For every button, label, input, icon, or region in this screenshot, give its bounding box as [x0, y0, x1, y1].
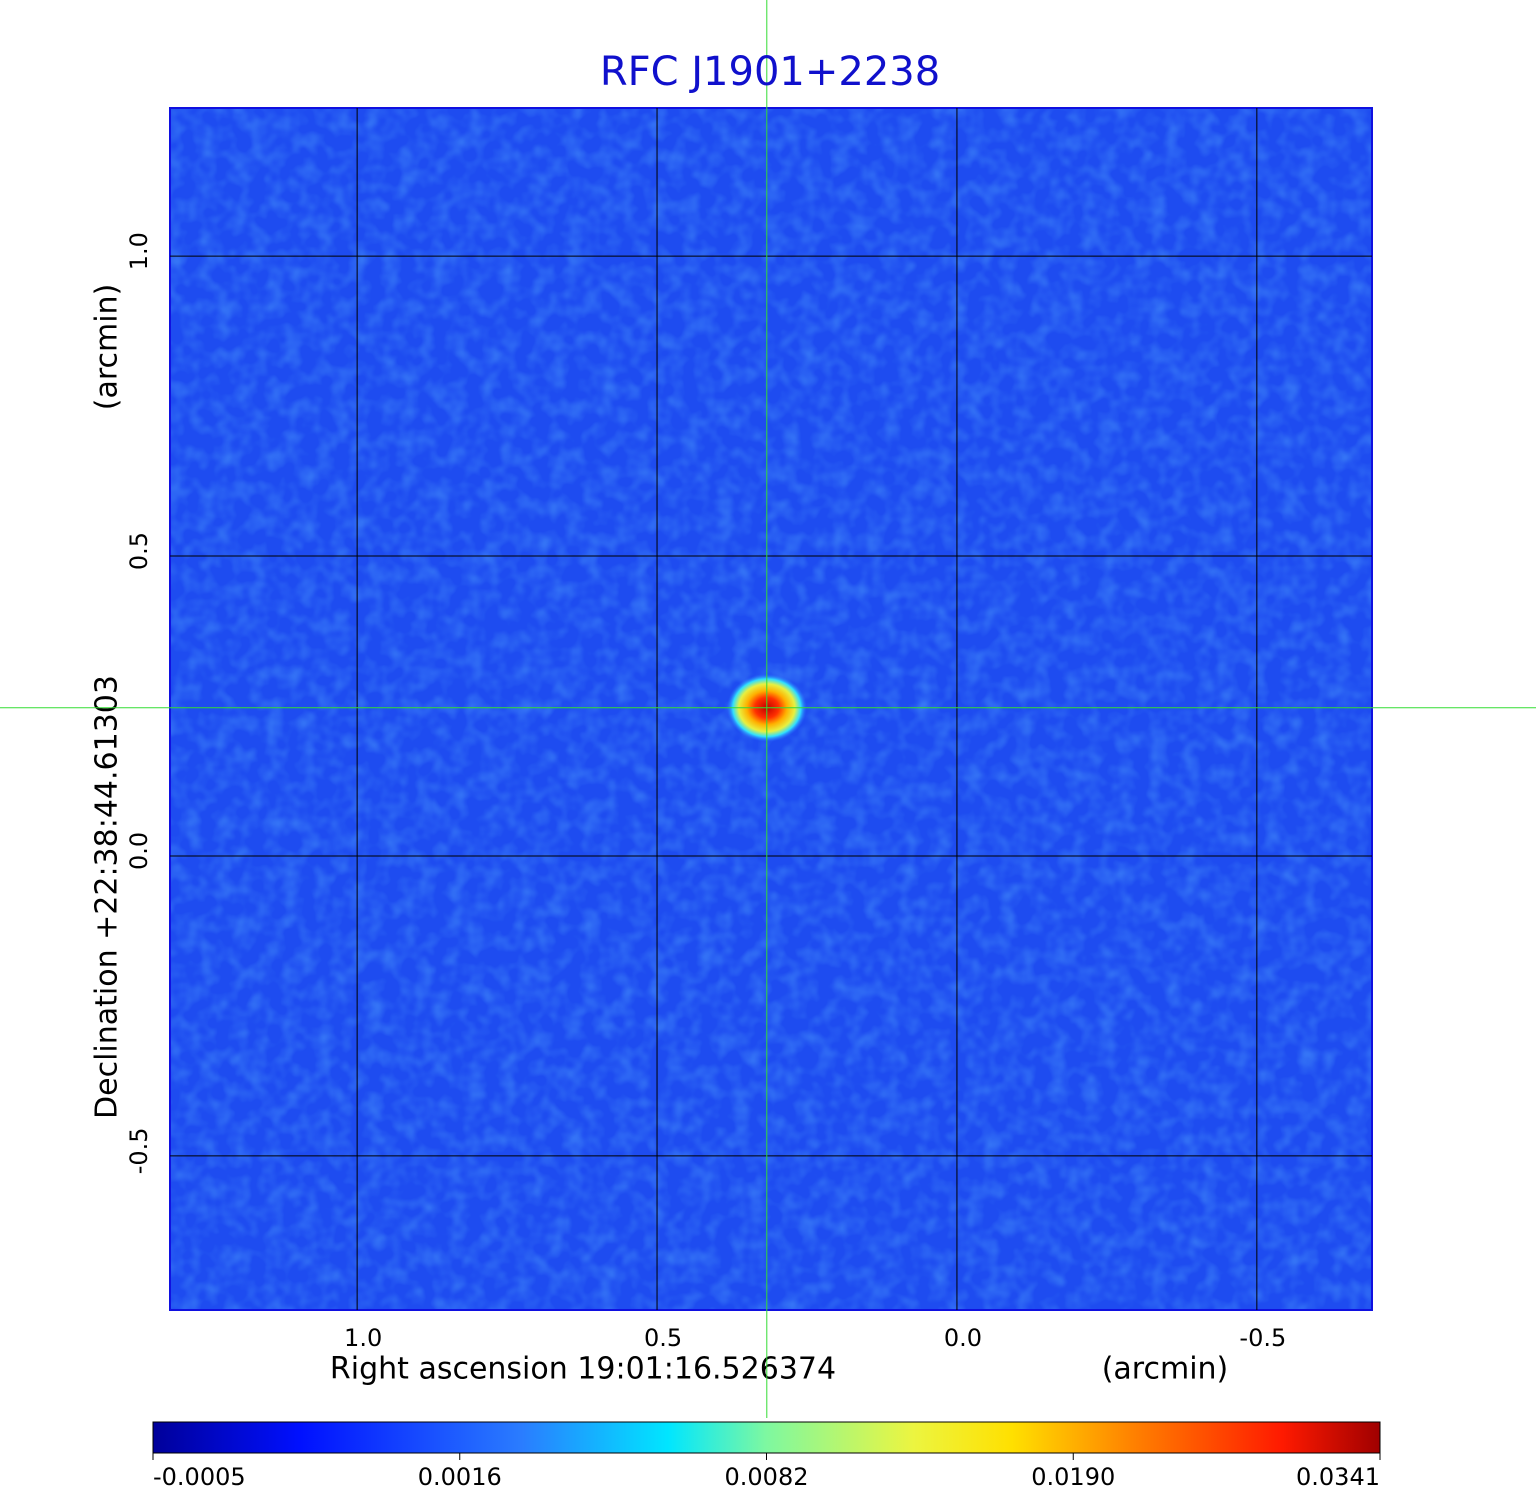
y-axis-unit: (arcmin) — [90, 284, 125, 411]
colorbar-tick-label: 0.0190 — [1031, 1463, 1115, 1491]
y-tick-label: 1.0 — [125, 232, 153, 270]
x-tick-label: -0.5 — [1239, 1324, 1286, 1352]
y-tick-label: 0.5 — [125, 532, 153, 570]
colorbar-tick-label: 0.0341 — [1296, 1463, 1380, 1491]
x-tick-label: 1.0 — [344, 1324, 382, 1352]
colorbar-tick-label: 0.0082 — [725, 1463, 809, 1491]
colorbar-tick-label: 0.0016 — [418, 1463, 502, 1491]
x-tick-label: 0.0 — [944, 1324, 982, 1352]
colorbar — [152, 1421, 1381, 1454]
chart-title: RFC J1901+2238 — [600, 49, 940, 95]
colorbar-tick-label: -0.0005 — [153, 1463, 246, 1491]
x-axis-label: Right ascension 19:01:16.526374 — [330, 1352, 836, 1387]
y-tick-label: 0.0 — [125, 832, 153, 870]
y-axis-label: Declination +22:38:44.61303 — [90, 675, 125, 1119]
x-axis-unit: (arcmin) — [1102, 1352, 1229, 1387]
y-tick-label: -0.5 — [125, 1127, 153, 1174]
x-tick-label: 0.5 — [644, 1324, 682, 1352]
plot-border — [169, 107, 1373, 1311]
